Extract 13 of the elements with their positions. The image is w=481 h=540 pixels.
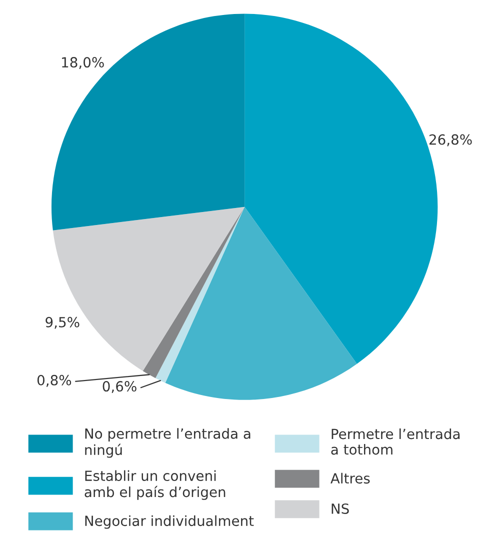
legend-label: No permetre l’entrada a ningú [85, 428, 250, 458]
legend-label: Establir un conveni amb el país d’origen [84, 470, 226, 500]
data-label: 26,8% [429, 134, 472, 146]
data-label: 9,5% [46, 316, 80, 329]
legend-label: Negociar individualment [85, 515, 254, 529]
pie-slice [52, 14, 245, 230]
data-label: 0,6% [102, 381, 136, 393]
data-label: 0,8% [37, 374, 72, 387]
legend-label: Permetre l’entrada a tothom [331, 428, 460, 455]
legend-label: Altres [330, 472, 370, 484]
data-label: 18,0% [62, 57, 104, 69]
legend-label: NS [332, 503, 349, 514]
pie-slice [165, 206, 357, 400]
